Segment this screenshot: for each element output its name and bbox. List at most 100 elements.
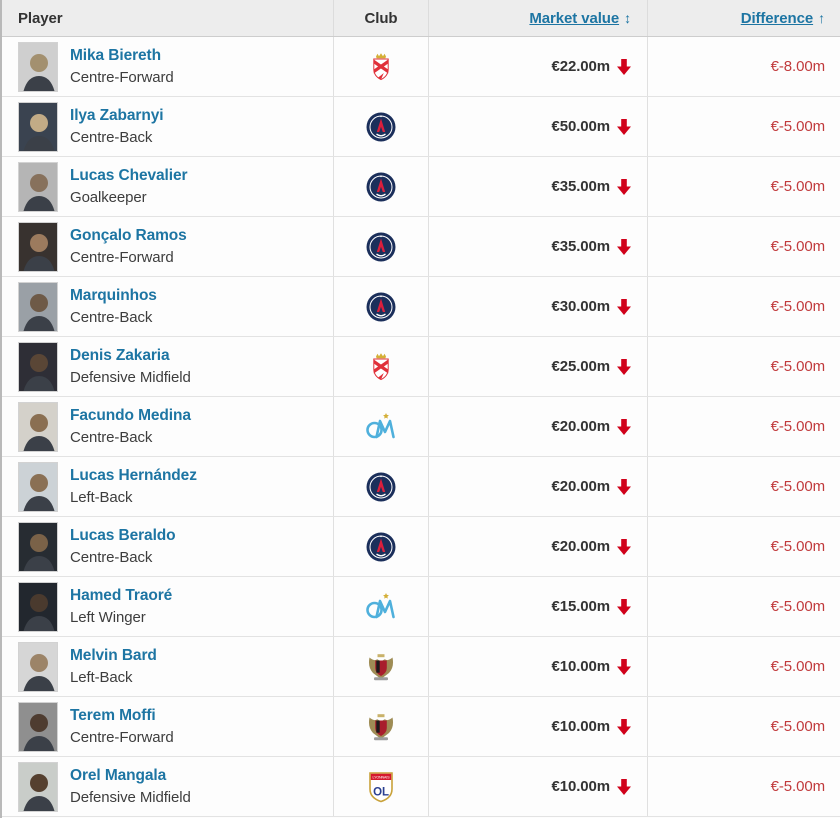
table-row: Melvin Bard Left-Back €10.00m €-5.00m [2, 637, 840, 697]
svg-text:OL: OL [373, 786, 389, 798]
marseille-crest-icon[interactable] [364, 591, 398, 623]
trend-down-icon [617, 718, 631, 735]
market-value: €15.00m [551, 598, 610, 615]
column-header-market-value: Market value ↕ [428, 0, 647, 36]
player-name-block: Gonçalo Ramos Centre-Forward [70, 227, 187, 267]
difference-cell: €-5.00m [647, 277, 840, 336]
player-name-block: Terem Moffi Centre-Forward [70, 707, 174, 747]
player-name-link[interactable]: Mika Biereth [70, 46, 161, 64]
table-row: Marquinhos Centre-Back €30.00m €-5.00m [2, 277, 840, 337]
trend-down-icon [617, 358, 631, 375]
player-name-block: Denis Zakaria Defensive Midfield [70, 347, 191, 387]
market-value: €50.00m [551, 118, 610, 135]
player-name-block: Marquinhos Centre-Back [70, 287, 157, 327]
difference-value: €-5.00m [770, 718, 825, 735]
player-position: Centre-Forward [70, 68, 174, 86]
club-cell [333, 337, 428, 396]
psg-crest-icon[interactable] [364, 171, 398, 203]
player-position: Left Winger [70, 608, 146, 626]
player-photo[interactable] [18, 281, 58, 332]
player-position: Defensive Midfield [70, 368, 191, 386]
player-photo[interactable] [18, 701, 58, 752]
player-cell: Denis Zakaria Defensive Midfield [2, 337, 333, 396]
player-name-link[interactable]: Marquinhos [70, 286, 157, 304]
as-monaco-crest-icon[interactable] [364, 51, 398, 83]
market-value: €30.00m [551, 298, 610, 315]
player-photo[interactable] [18, 41, 58, 92]
psg-crest-icon[interactable] [364, 531, 398, 563]
club-cell [333, 277, 428, 336]
difference-sort-link[interactable]: Difference [740, 9, 814, 27]
trend-down-icon [617, 478, 631, 495]
psg-crest-icon[interactable] [364, 111, 398, 143]
market-value-cell: €25.00m [428, 337, 647, 396]
ogc-nice-crest-icon[interactable] [364, 651, 398, 683]
sort-updown-icon[interactable]: ↕ [624, 10, 631, 26]
trend-down-icon [617, 118, 631, 135]
psg-crest-icon[interactable] [364, 231, 398, 263]
player-name-link[interactable]: Ilya Zabarnyi [70, 106, 164, 124]
player-name-block: Lucas Chevalier Goalkeeper [70, 166, 188, 207]
column-header-difference: Difference ↑ [647, 0, 840, 36]
player-photo[interactable] [18, 221, 58, 272]
player-name-block: Facundo Medina Centre-Back [70, 407, 191, 447]
player-name-link[interactable]: Lucas Hernández [70, 466, 197, 484]
player-position: Defensive Midfield [70, 788, 191, 806]
player-name-link[interactable]: Gonçalo Ramos [70, 226, 187, 244]
player-photo[interactable] [18, 641, 58, 692]
psg-crest-icon[interactable] [364, 471, 398, 503]
player-name-link[interactable]: Facundo Medina [70, 406, 191, 424]
difference-value: €-5.00m [770, 238, 825, 255]
market-value: €35.00m [551, 238, 610, 255]
club-cell: LYONNAIS OL [333, 757, 428, 816]
club-cell [333, 37, 428, 96]
player-photo[interactable] [18, 341, 58, 392]
player-name-link[interactable]: Orel Mangala [70, 766, 167, 784]
player-photo[interactable] [18, 461, 58, 512]
difference-cell: €-5.00m [647, 577, 840, 636]
player-position: Goalkeeper [70, 188, 147, 206]
difference-value: €-5.00m [770, 118, 825, 135]
player-photo[interactable] [18, 521, 58, 572]
player-photo[interactable] [18, 401, 58, 452]
trend-down-icon [617, 298, 631, 315]
market-value-sort-link[interactable]: Market value [529, 9, 620, 27]
market-value-cell: €10.00m [428, 697, 647, 756]
club-cell [333, 577, 428, 636]
player-name-block: Mika Biereth Centre-Forward [70, 47, 174, 87]
ol-lyon-crest-icon[interactable]: LYONNAIS OL [364, 771, 398, 803]
player-position: Centre-Forward [70, 728, 174, 746]
player-name-link[interactable]: Lucas Chevalier [70, 166, 188, 184]
sort-ascending-icon[interactable]: ↑ [818, 10, 825, 26]
player-name-link[interactable]: Hamed Traoré [70, 586, 173, 604]
player-name-link[interactable]: Lucas Beraldo [70, 526, 176, 544]
market-value-cell: €35.00m [428, 217, 647, 276]
marseille-crest-icon[interactable] [364, 411, 398, 443]
market-value: €10.00m [551, 718, 610, 735]
player-photo[interactable] [18, 761, 58, 812]
table-row: Lucas Beraldo Centre-Back €20.00m €-5.00… [2, 517, 840, 577]
svg-text:LYONNAIS: LYONNAIS [372, 775, 390, 779]
player-photo[interactable] [18, 581, 58, 632]
player-name-link[interactable]: Denis Zakaria [70, 346, 170, 364]
difference-cell: €-5.00m [647, 337, 840, 396]
trend-down-icon [617, 658, 631, 675]
market-value-cell: €20.00m [428, 457, 647, 516]
player-photo[interactable] [18, 161, 58, 212]
as-monaco-crest-icon[interactable] [364, 351, 398, 383]
column-header-player: Player [18, 9, 63, 27]
difference-value: €-5.00m [770, 658, 825, 675]
player-position: Left-Back [70, 488, 133, 506]
player-position: Centre-Back [70, 128, 153, 146]
market-value: €25.00m [551, 358, 610, 375]
difference-value: €-5.00m [770, 778, 825, 795]
ogc-nice-crest-icon[interactable] [364, 711, 398, 743]
club-cell [333, 157, 428, 216]
player-name-block: Lucas Hernández Left-Back [70, 467, 197, 507]
player-photo[interactable] [18, 101, 58, 152]
trend-down-icon [617, 238, 631, 255]
difference-cell: €-5.00m [647, 457, 840, 516]
psg-crest-icon[interactable] [364, 291, 398, 323]
player-name-link[interactable]: Terem Moffi [70, 706, 156, 724]
player-name-link[interactable]: Melvin Bard [70, 646, 157, 664]
